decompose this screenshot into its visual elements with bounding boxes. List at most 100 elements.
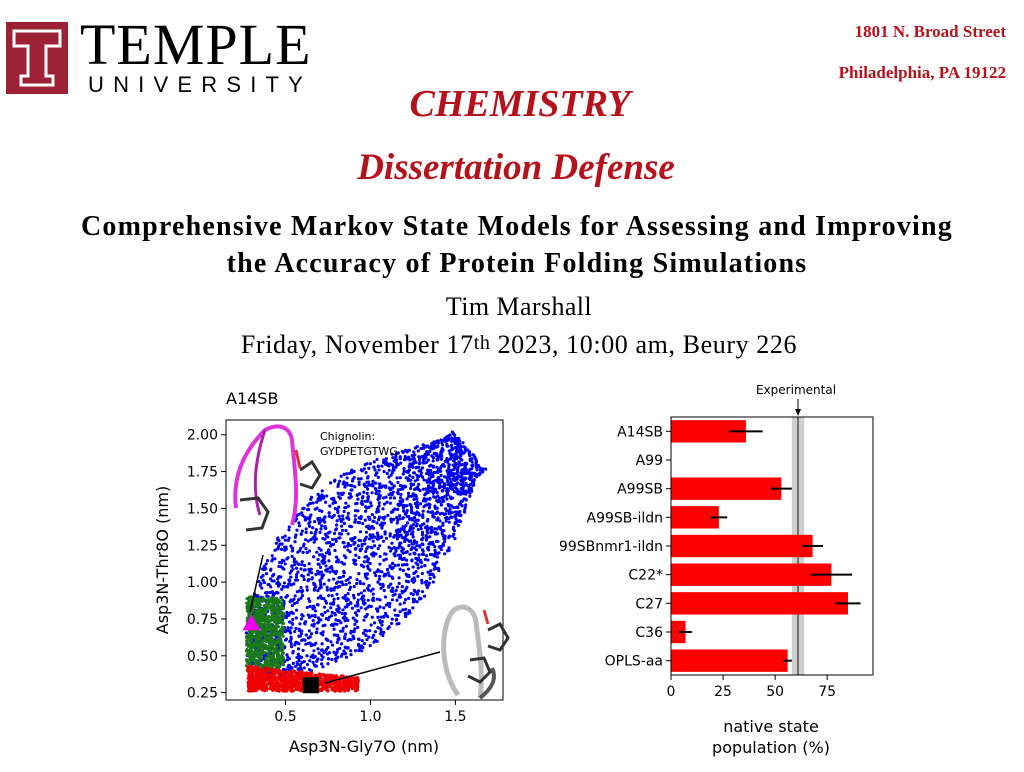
scatter-point bbox=[366, 545, 370, 549]
scatter-point bbox=[401, 568, 405, 573]
scatter-point bbox=[342, 562, 346, 566]
scatter-point bbox=[412, 571, 416, 576]
scatter-point bbox=[318, 530, 322, 535]
scatter-point bbox=[317, 546, 321, 550]
scatter-point bbox=[393, 592, 397, 596]
scatter-point bbox=[474, 465, 478, 469]
scatter-point bbox=[283, 534, 287, 538]
scatter-point bbox=[332, 479, 337, 483]
scatter-point bbox=[308, 604, 312, 609]
scatter-point bbox=[415, 497, 419, 501]
scatter-point bbox=[343, 485, 347, 489]
scatter-point bbox=[452, 506, 456, 510]
scatter-point bbox=[286, 687, 290, 691]
scatter-point bbox=[344, 687, 348, 691]
scatter-point bbox=[366, 557, 371, 561]
scatter-point bbox=[422, 594, 427, 598]
scatter-point bbox=[353, 618, 357, 622]
scatter-point bbox=[346, 577, 350, 581]
scatter-point bbox=[323, 676, 327, 680]
scatter-point bbox=[286, 629, 290, 633]
scatter-point bbox=[371, 479, 375, 483]
scatter-point bbox=[359, 539, 363, 543]
scatter-point bbox=[289, 626, 293, 630]
scatter-point bbox=[422, 505, 426, 509]
scatter-point bbox=[470, 489, 474, 493]
bar-category-label: A14SB bbox=[617, 424, 663, 440]
scatter-point bbox=[278, 664, 282, 668]
scatter-point bbox=[420, 581, 424, 585]
scatter-point bbox=[290, 554, 294, 558]
scatter-point bbox=[425, 479, 429, 483]
scatter-point bbox=[446, 444, 450, 448]
scatter-point bbox=[411, 535, 415, 539]
scatter-point bbox=[384, 460, 388, 464]
scatter-point bbox=[274, 541, 278, 545]
scatter-point bbox=[447, 449, 451, 453]
scatter-point bbox=[442, 464, 447, 468]
scatter-point bbox=[399, 487, 403, 491]
scatter-point bbox=[275, 622, 279, 626]
scatter-point bbox=[294, 664, 298, 669]
scatter-point bbox=[289, 688, 293, 693]
scatter-point bbox=[320, 673, 324, 677]
scatter-point bbox=[337, 606, 341, 611]
scatter-point bbox=[427, 506, 431, 510]
scatter-point bbox=[403, 614, 408, 618]
scatter-point bbox=[355, 581, 359, 586]
scatter-point bbox=[316, 557, 320, 562]
scatter-point bbox=[370, 513, 374, 517]
scatter-point bbox=[268, 659, 272, 663]
scatter-point bbox=[289, 642, 293, 646]
scatter-point bbox=[260, 647, 265, 651]
scatter-point bbox=[309, 644, 313, 648]
scatter-point bbox=[306, 507, 311, 511]
scatter-point bbox=[459, 471, 463, 475]
scatter-point bbox=[361, 645, 365, 650]
scatter-point bbox=[367, 480, 371, 484]
scatter-point bbox=[387, 492, 391, 497]
scatter-point bbox=[353, 509, 358, 513]
scatter-point bbox=[280, 542, 284, 546]
scatter-point bbox=[287, 582, 291, 586]
scatter-point bbox=[371, 592, 375, 596]
scatter-point bbox=[397, 621, 401, 626]
scatter-point bbox=[394, 465, 398, 469]
scatter-ytick-label: 1.50 bbox=[187, 501, 218, 517]
scatter-point bbox=[410, 510, 414, 515]
scatter-point bbox=[364, 607, 368, 611]
scatter-point bbox=[377, 496, 382, 500]
scatter-point bbox=[270, 688, 275, 692]
scatter-point bbox=[282, 685, 286, 689]
scatter-point bbox=[245, 642, 250, 647]
scatter-point bbox=[396, 563, 401, 567]
scatter-point bbox=[449, 486, 453, 490]
scatter-point bbox=[285, 670, 289, 674]
scatter-point bbox=[368, 643, 372, 648]
scatter-point bbox=[420, 475, 425, 479]
scatter-point bbox=[257, 610, 261, 615]
scatter-point bbox=[426, 510, 430, 514]
scatter-point bbox=[353, 622, 357, 626]
scatter-point bbox=[461, 441, 465, 445]
bar-xtick-label: 75 bbox=[818, 684, 836, 700]
scatter-point bbox=[316, 498, 320, 502]
scatter-point bbox=[394, 458, 399, 462]
scatter-point bbox=[303, 515, 307, 519]
scatter-point bbox=[307, 524, 312, 528]
scatter-point bbox=[247, 598, 251, 603]
scatter-point bbox=[377, 489, 381, 493]
scatter-point bbox=[349, 629, 353, 634]
scatter-point bbox=[263, 676, 268, 681]
scatter-point bbox=[298, 665, 302, 670]
scatter-point bbox=[265, 625, 269, 630]
scatter-point bbox=[295, 680, 299, 685]
scatter-point bbox=[463, 510, 467, 514]
scatter-point bbox=[426, 570, 430, 574]
scatter-point bbox=[261, 663, 265, 667]
scatter-point bbox=[289, 569, 294, 573]
bar-a99sb bbox=[671, 477, 782, 500]
scatter-point bbox=[460, 451, 465, 455]
scatter-point bbox=[312, 540, 316, 544]
scatter-point bbox=[405, 558, 409, 562]
